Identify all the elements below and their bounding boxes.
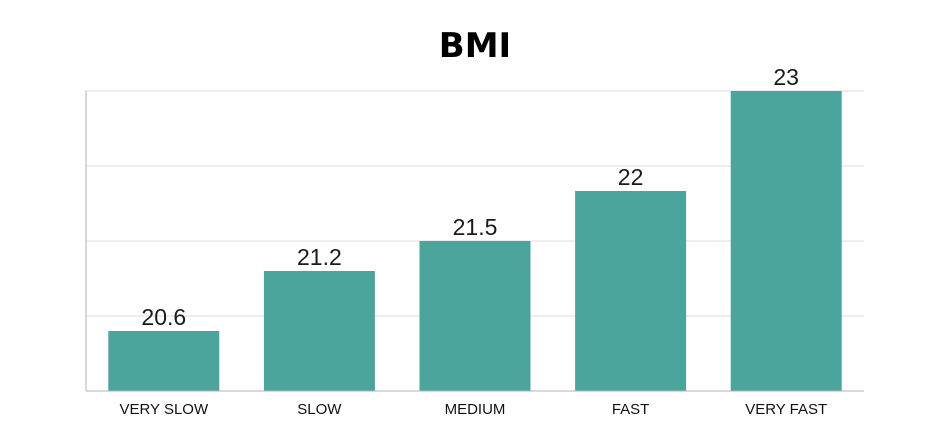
x-tick-label: VERY FAST	[745, 401, 827, 418]
x-tick-label: SLOW	[297, 401, 342, 418]
bar	[263, 271, 375, 391]
chart-title: BMI	[439, 26, 511, 66]
value-labels: 20.6 21.2 21.5 22 23	[141, 64, 799, 330]
bars	[108, 91, 842, 391]
bar	[419, 241, 531, 391]
bar	[575, 191, 687, 391]
bar-value-label: 22	[618, 164, 644, 190]
bar	[108, 331, 220, 391]
x-tick-label: FAST	[612, 401, 650, 418]
x-tick-label: MEDIUM	[445, 401, 506, 418]
x-tick-labels: VERY SLOW SLOW MEDIUM FAST VERY FAST	[119, 401, 827, 418]
bar-value-label: 21.5	[453, 214, 498, 240]
x-tick-label: VERY SLOW	[119, 401, 208, 418]
bar	[730, 91, 842, 391]
bar-value-label: 23	[773, 64, 799, 90]
bar-value-label: 21.2	[297, 244, 342, 270]
axes	[85, 91, 864, 392]
bar-value-label: 20.6	[141, 304, 186, 330]
